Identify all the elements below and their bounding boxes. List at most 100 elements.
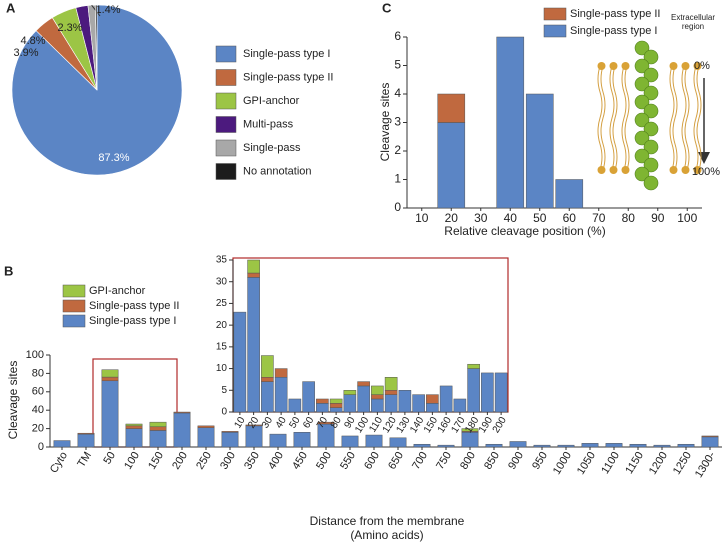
x-tick-label: 60 xyxy=(301,415,316,431)
bar-segment xyxy=(494,372,508,413)
lipid-tail xyxy=(612,65,618,171)
lipid-head xyxy=(597,166,606,174)
legend-label: Single-pass type II xyxy=(570,8,661,20)
x-tick-label: 50 xyxy=(287,415,302,431)
lipid-head xyxy=(609,62,618,70)
lipid-head xyxy=(693,62,702,70)
x-tick-label: 400 xyxy=(266,450,286,472)
lipid-tail xyxy=(684,65,690,171)
x-tick-label: 80 xyxy=(622,211,636,225)
bar-segment xyxy=(384,394,398,413)
x-tick-label: 900 xyxy=(506,450,526,472)
bar-segment xyxy=(453,398,467,413)
y-tick-label: 15 xyxy=(216,341,228,352)
bar-segment xyxy=(398,390,412,413)
bar-segment xyxy=(365,434,383,448)
x-tick-label: 750 xyxy=(434,450,454,472)
y-tick-label: 20 xyxy=(32,423,44,435)
bar-segment xyxy=(439,385,453,413)
lipid-tail xyxy=(597,65,603,171)
y-tick-label: 30 xyxy=(216,276,228,287)
x-tick-label: 100 xyxy=(122,450,142,472)
bar-segment xyxy=(53,440,71,448)
bar-segment xyxy=(412,394,425,413)
x-tick-label: 60 xyxy=(563,211,577,225)
bar-segment xyxy=(247,277,260,413)
bar-segment xyxy=(125,428,143,448)
lipid-head xyxy=(609,166,618,174)
bar-segment xyxy=(221,432,239,448)
y-tick-label: 10 xyxy=(216,363,228,374)
lipid-head xyxy=(681,166,690,174)
legend-label: Single-pass type I xyxy=(89,315,176,327)
bar-segment xyxy=(389,437,407,448)
x-tick-label: 1100 xyxy=(599,450,622,476)
bar-segment xyxy=(437,444,455,448)
panel-label: B xyxy=(4,263,13,278)
legend-swatch xyxy=(215,69,237,86)
x-tick-label: 650 xyxy=(386,450,406,472)
lipid-tail xyxy=(624,65,630,171)
helix-residue xyxy=(634,148,650,164)
x-tick-label: 550 xyxy=(338,450,358,472)
bar-segment xyxy=(581,443,599,448)
bar-segment xyxy=(413,443,431,448)
bar-segment xyxy=(77,433,95,448)
bar-segment xyxy=(197,427,215,448)
lipid-tail xyxy=(672,65,678,171)
legend-swatch xyxy=(215,92,237,110)
x-tick-label: 250 xyxy=(194,450,214,472)
bar-segment xyxy=(555,179,584,209)
y-tick-label: 0 xyxy=(221,407,227,418)
bar-segment xyxy=(173,412,191,448)
bar-segment xyxy=(316,403,329,413)
bar-segment xyxy=(341,435,359,448)
y-tick-label: 60 xyxy=(32,386,44,398)
x-tick-label: 450 xyxy=(290,450,310,472)
bar-segment xyxy=(509,441,527,448)
annotation: region xyxy=(682,22,704,31)
bar-segment xyxy=(467,363,480,369)
y-tick-label: 25 xyxy=(216,298,228,309)
legend-label: Single-pass type I xyxy=(570,25,657,37)
bar-segment xyxy=(77,432,95,435)
bar-segment xyxy=(247,259,260,274)
helix-residue xyxy=(634,40,650,56)
bar-segment xyxy=(101,369,119,378)
lipid-head xyxy=(681,62,690,70)
bar-segment xyxy=(149,426,167,431)
bar-segment xyxy=(269,433,287,448)
bar-segment xyxy=(261,381,274,413)
legend-swatch xyxy=(62,314,86,328)
lipid-tail xyxy=(669,65,675,171)
helix-residue xyxy=(634,112,650,128)
bar-segment xyxy=(557,444,575,448)
y-tick-label: 0 xyxy=(38,441,44,453)
x-tick-label: 1200 xyxy=(647,450,670,477)
bar-segment xyxy=(125,423,143,427)
bar-segment xyxy=(371,394,384,400)
x-tick-label: 850 xyxy=(482,450,502,472)
bar-segment xyxy=(245,424,263,427)
x-axis-title: Distance from the membrane xyxy=(310,514,465,528)
bar-segment xyxy=(125,425,143,429)
bar-segment xyxy=(437,93,466,123)
bar-segment xyxy=(357,381,370,387)
x-tick-label: 30 xyxy=(474,211,488,225)
x-tick-label: 950 xyxy=(530,450,550,472)
bar-segment xyxy=(426,394,439,404)
helix-residue xyxy=(643,121,659,137)
bar-segment xyxy=(101,376,119,382)
y-tick-label: 40 xyxy=(32,404,44,416)
bar-segment xyxy=(384,390,398,395)
bar-segment xyxy=(316,398,329,404)
bar-segment xyxy=(437,122,466,209)
bar-segment xyxy=(233,311,247,413)
helix-residue xyxy=(634,166,650,182)
legend-label: Single-pass type I xyxy=(243,48,330,60)
helix-residue xyxy=(643,49,659,65)
x-tick-label: 500 xyxy=(314,450,334,472)
lipid-head xyxy=(669,62,678,70)
x-tick-label: 200 xyxy=(170,450,190,472)
